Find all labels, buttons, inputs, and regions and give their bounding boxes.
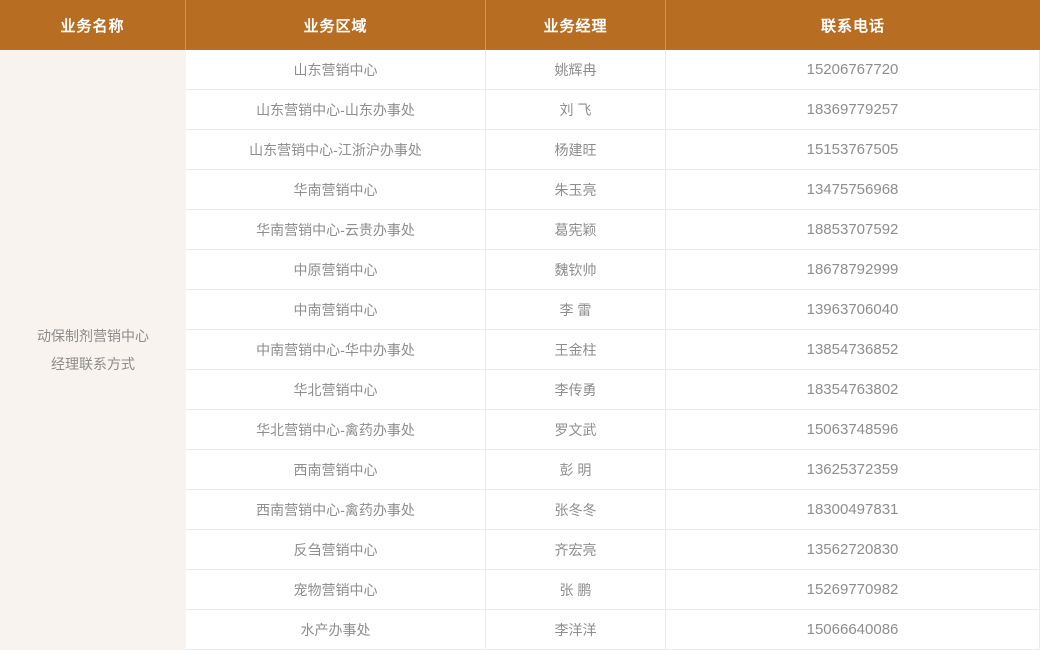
region-cell: 山东营销中心-山东办事处 [186,90,486,129]
manager-cell: 张冬冬 [486,490,666,529]
manager-cell: 王金柱 [486,330,666,369]
phone-cell: 18354763802 [666,370,1040,409]
phone-cell: 15153767505 [666,130,1040,169]
phone-cell: 13625372359 [666,450,1040,489]
column-header-business-manager: 业务经理 [486,0,666,50]
phone-cell: 15063748596 [666,410,1040,449]
phone-cell: 15206767720 [666,50,1040,89]
region-cell: 华北营销中心 [186,370,486,409]
table-row: 反刍营销中心 齐宏亮 13562720830 [186,530,1040,570]
manager-cell: 杨建旺 [486,130,666,169]
table-row: 西南营销中心-禽药办事处 张冬冬 18300497831 [186,490,1040,530]
region-cell: 水产办事处 [186,610,486,649]
table-row: 宠物营销中心 张 鹏 15269770982 [186,570,1040,610]
group-label-line-1: 动保制剂营销中心 [37,328,149,344]
region-cell: 中原营销中心 [186,250,486,289]
phone-cell: 18853707592 [666,210,1040,249]
table-row: 华南营销中心 朱玉亮 13475756968 [186,170,1040,210]
table-row: 中南营销中心-华中办事处 王金柱 13854736852 [186,330,1040,370]
manager-cell: 朱玉亮 [486,170,666,209]
table-header-row: 业务名称 业务区域 业务经理 联系电话 [0,0,1040,50]
column-header-business-name: 业务名称 [0,0,186,50]
manager-cell: 彭 明 [486,450,666,489]
manager-cell: 罗文武 [486,410,666,449]
region-cell: 西南营销中心 [186,450,486,489]
table-row: 山东营销中心-山东办事处 刘 飞 18369779257 [186,90,1040,130]
table-row: 华南营销中心-云贵办事处 葛宪颖 18853707592 [186,210,1040,250]
table-body: 动保制剂营销中心 经理联系方式 山东营销中心 姚辉冉 15206767720 山… [0,50,1040,650]
region-cell: 西南营销中心-禽药办事处 [186,490,486,529]
table-row: 西南营销中心 彭 明 13625372359 [186,450,1040,490]
phone-cell: 13854736852 [666,330,1040,369]
table-row: 中原营销中心 魏钦帅 18678792999 [186,250,1040,290]
region-cell: 山东营销中心-江浙沪办事处 [186,130,486,169]
region-cell: 中南营销中心-华中办事处 [186,330,486,369]
manager-cell: 魏钦帅 [486,250,666,289]
phone-cell: 18369779257 [666,90,1040,129]
table-row: 山东营销中心-江浙沪办事处 杨建旺 15153767505 [186,130,1040,170]
table-rows: 山东营销中心 姚辉冉 15206767720 山东营销中心-山东办事处 刘 飞 … [186,50,1040,650]
manager-cell: 张 鹏 [486,570,666,609]
column-header-contact-phone: 联系电话 [820,17,885,35]
manager-cell: 李洋洋 [486,610,666,649]
table-row: 山东营销中心 姚辉冉 15206767720 [186,50,1040,90]
phone-cell: 13475756968 [666,170,1040,209]
group-label-line-2: 经理联系方式 [51,356,135,372]
region-cell: 华南营销中心-云贵办事处 [186,210,486,249]
manager-cell: 刘 飞 [486,90,666,129]
manager-cell: 齐宏亮 [486,530,666,569]
manager-cell: 李传勇 [486,370,666,409]
table-row: 中南营销中心 李 雷 13963706040 [186,290,1040,330]
region-cell: 华北营销中心-禽药办事处 [186,410,486,449]
manager-cell: 李 雷 [486,290,666,329]
manager-cell: 姚辉冉 [486,50,666,89]
manager-cell: 葛宪颖 [486,210,666,249]
table-row: 水产办事处 李洋洋 15066640086 [186,610,1040,650]
phone-cell: 15066640086 [666,610,1040,649]
column-header-business-region: 业务区域 [186,0,486,50]
region-cell: 宠物营销中心 [186,570,486,609]
group-label-cell: 动保制剂营销中心 经理联系方式 [0,50,186,650]
phone-cell: 13562720830 [666,530,1040,569]
phone-cell: 13963706040 [666,290,1040,329]
phone-cell: 18300497831 [666,490,1040,529]
region-cell: 山东营销中心 [186,50,486,89]
region-cell: 华南营销中心 [186,170,486,209]
phone-cell: 15269770982 [666,570,1040,609]
table-row: 华北营销中心 李传勇 18354763802 [186,370,1040,410]
phone-cell: 18678792999 [666,250,1040,289]
region-cell: 反刍营销中心 [186,530,486,569]
region-cell: 中南营销中心 [186,290,486,329]
table-row: 华北营销中心-禽药办事处 罗文武 15063748596 [186,410,1040,450]
